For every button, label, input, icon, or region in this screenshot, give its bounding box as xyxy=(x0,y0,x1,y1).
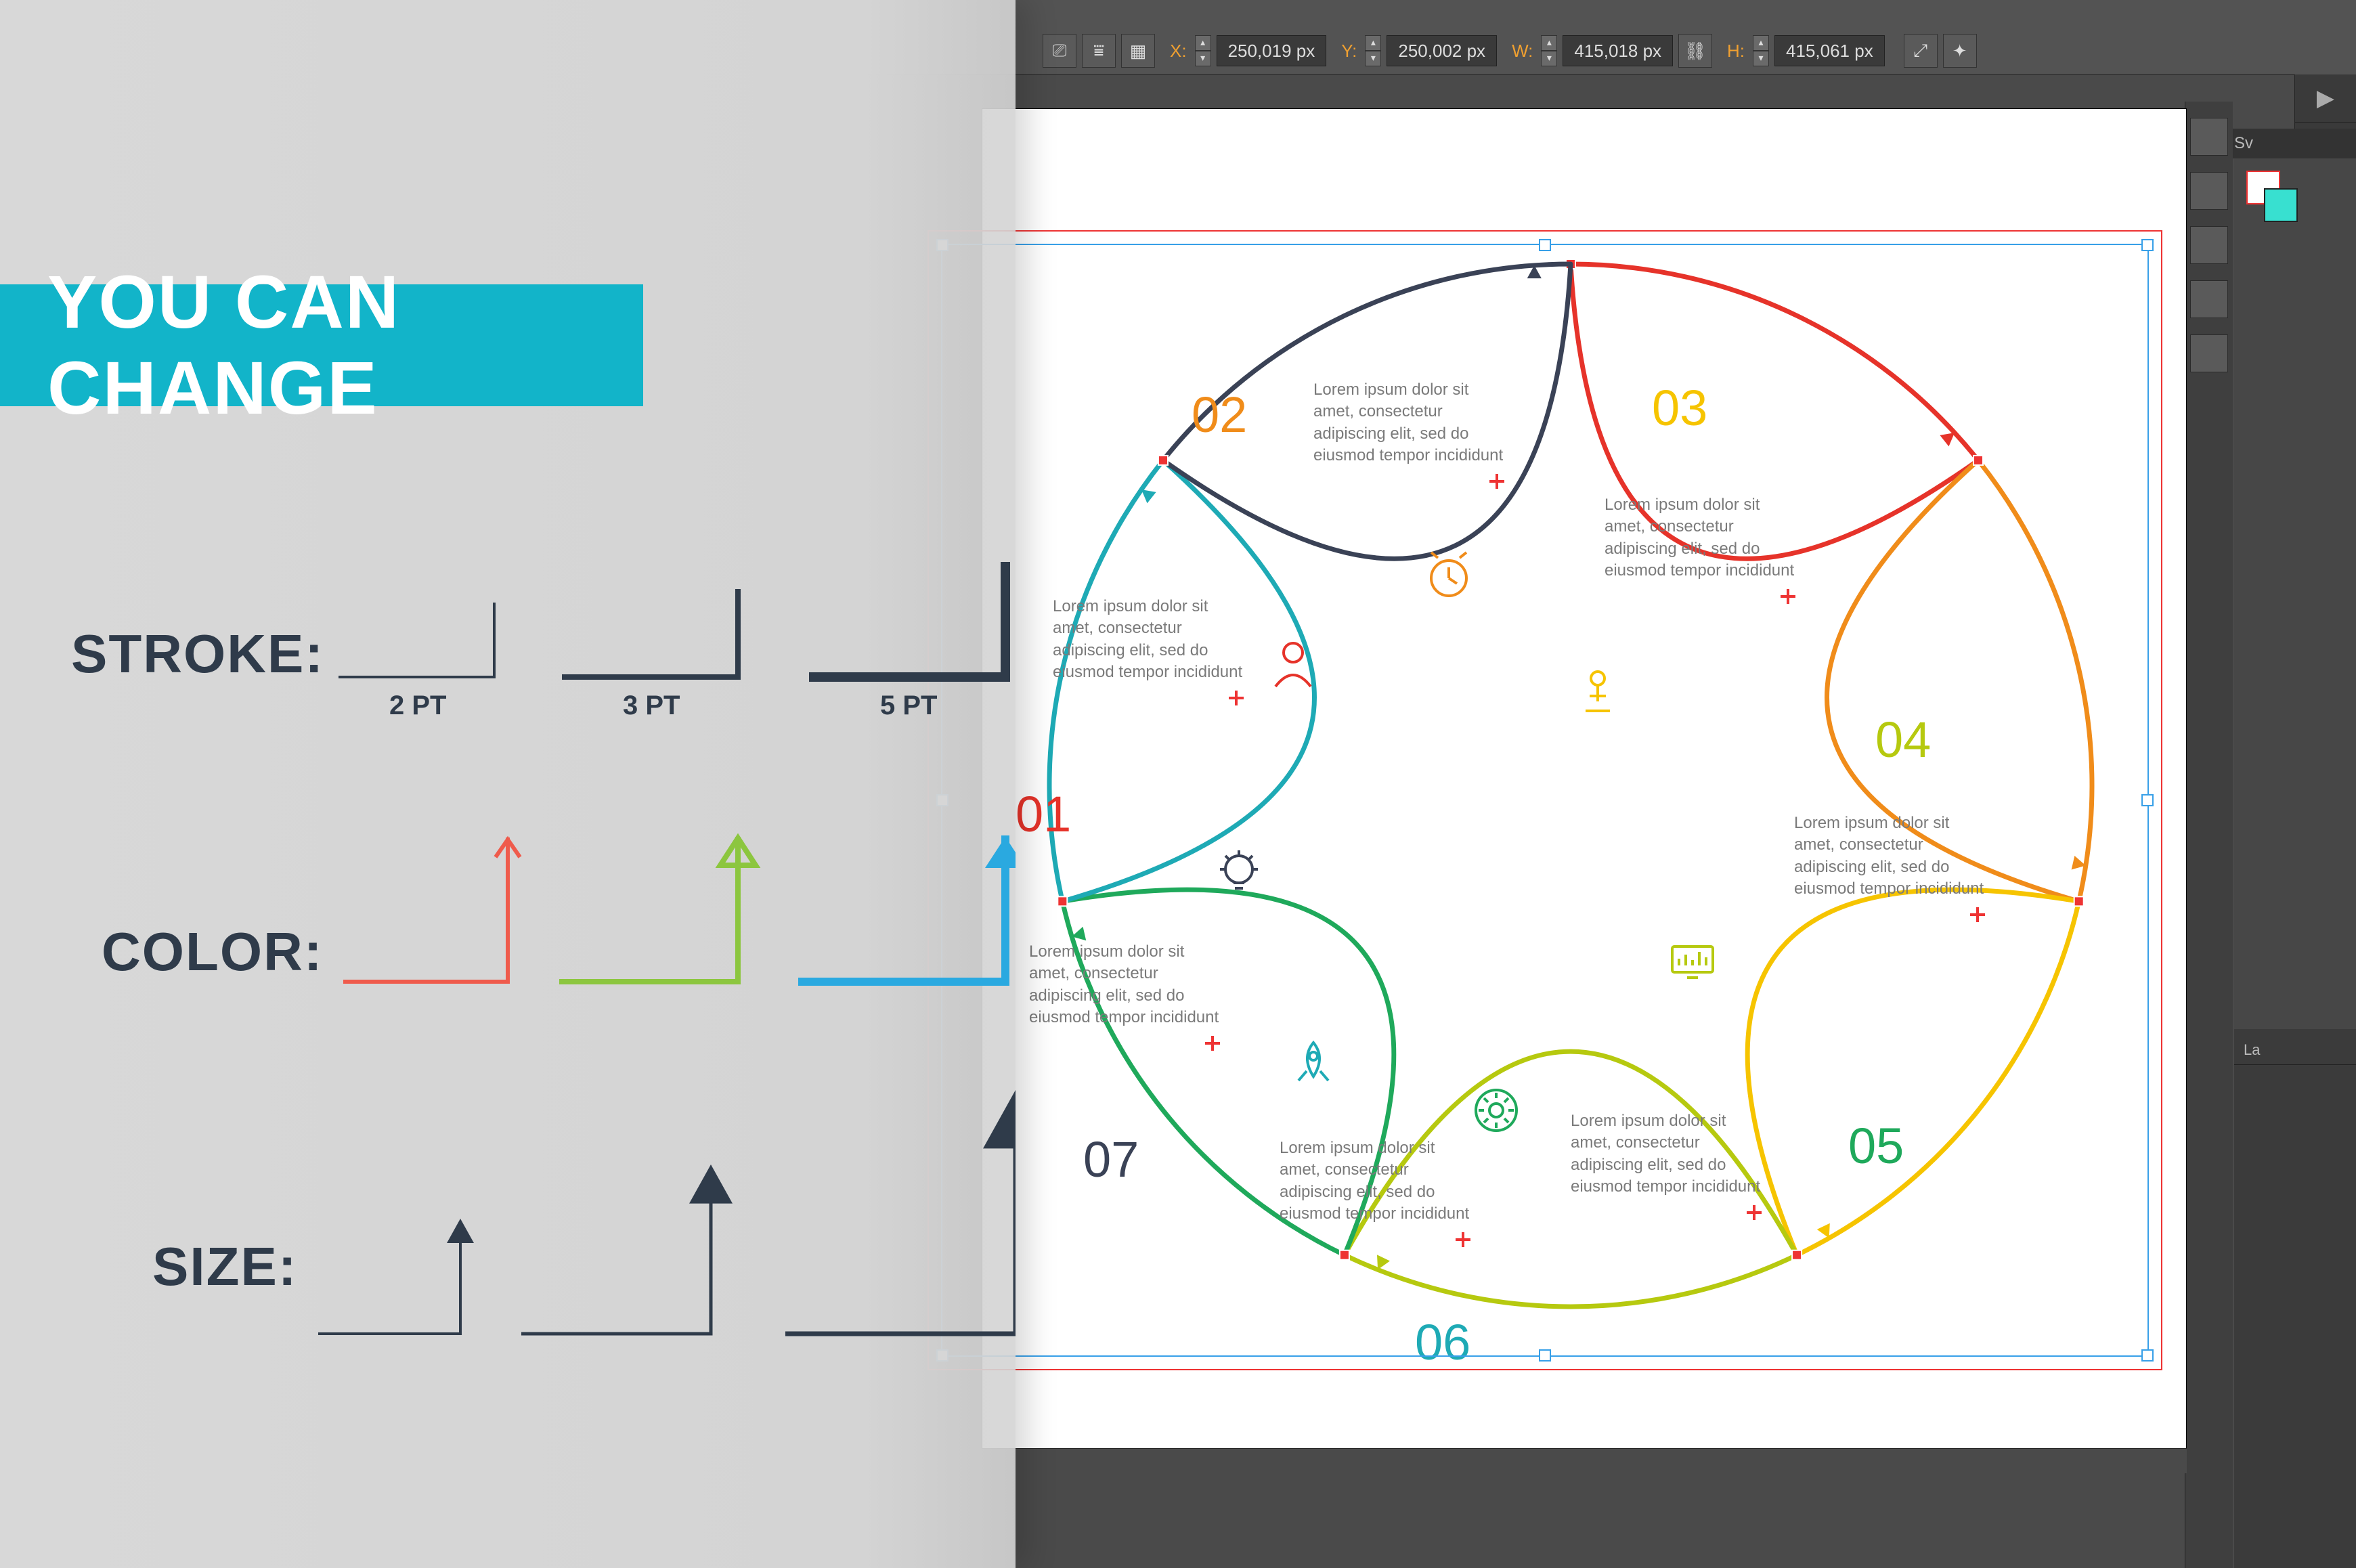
selection-handle[interactable] xyxy=(2141,794,2154,806)
ctl-extra-2[interactable]: ✦ xyxy=(1943,34,1977,68)
align-btn-2[interactable]: ⩸ xyxy=(1082,34,1116,68)
w-value: 415,018 px xyxy=(1574,41,1661,62)
selection-handle[interactable] xyxy=(1539,239,1551,251)
y-stepper[interactable]: ▴▾ xyxy=(1365,35,1381,66)
artboard-canvas[interactable]: 01Lorem ipsum dolor sit amet, consectetu… xyxy=(982,108,2187,1462)
promo-sample-arrows xyxy=(0,0,1016,1568)
swatches-tab[interactable]: Sv xyxy=(2223,129,2356,158)
x-stepper[interactable]: ▴▾ xyxy=(1195,35,1211,66)
size-sample-0 xyxy=(318,1219,474,1334)
h-value: 415,061 px xyxy=(1786,41,1873,62)
stroke-sample-caption-0: 2 PT xyxy=(389,691,446,721)
color-sample-2 xyxy=(802,837,1016,982)
y-field[interactable]: 250,002 px xyxy=(1387,35,1497,66)
selection-handle[interactable] xyxy=(2141,1349,2154,1362)
stroke-sample-0 xyxy=(339,603,494,677)
dock-color-icon[interactable] xyxy=(2190,118,2228,156)
panel-collapse-btn[interactable]: ▶ xyxy=(2295,74,2356,123)
layers-tab-label: La xyxy=(2244,1041,2260,1058)
color-sample-0 xyxy=(345,840,520,982)
swatches-tab-label: Sv xyxy=(2234,134,2253,153)
stroke-sample-caption-1: 3 PT xyxy=(623,691,680,721)
size-sample-1 xyxy=(521,1164,733,1334)
w-stepper[interactable]: ▴▾ xyxy=(1541,35,1557,66)
h-label: H: xyxy=(1727,41,1745,62)
promo-overlay: YOU CAN CHANGE STROKE: COLOR: SIZE: 2 PT… xyxy=(0,0,1016,1568)
selection-box[interactable] xyxy=(941,244,2149,1357)
horizontal-scrollbar[interactable] xyxy=(982,1448,2187,1473)
h-stepper[interactable]: ▴▾ xyxy=(1753,35,1769,66)
selection-handle[interactable] xyxy=(2141,239,2154,251)
align-btn-3[interactable]: ▦ xyxy=(1121,34,1155,68)
dock-appearance-icon[interactable] xyxy=(2190,226,2228,264)
dock-layers-icon[interactable] xyxy=(2190,334,2228,372)
stroke-sample-2 xyxy=(809,562,1005,677)
x-field[interactable]: 250,019 px xyxy=(1217,35,1327,66)
w-field[interactable]: 415,018 px xyxy=(1563,35,1673,66)
dock-stroke-icon[interactable] xyxy=(2190,172,2228,210)
stroke-swatch[interactable] xyxy=(2264,188,2298,222)
layers-tab[interactable]: La xyxy=(2234,1036,2356,1065)
h-field[interactable]: 415,061 px xyxy=(1774,35,1885,66)
selection-handle[interactable] xyxy=(1539,1349,1551,1362)
link-wh-btn[interactable]: ⛓ xyxy=(1678,34,1712,68)
x-value: 250,019 px xyxy=(1228,41,1315,62)
dock-strip xyxy=(2185,102,2233,1568)
stroke-sample-caption-2: 5 PT xyxy=(880,691,937,721)
ctl-extra-1[interactable]: ⤢ xyxy=(1904,34,1938,68)
w-label: W: xyxy=(1512,41,1533,62)
y-label: Y: xyxy=(1341,41,1357,62)
swatches-panel[interactable] xyxy=(2234,158,2356,1052)
layers-panel[interactable]: La xyxy=(2234,1029,2356,1568)
stroke-sample-1 xyxy=(562,589,738,677)
y-value: 250,002 px xyxy=(1398,41,1485,62)
dock-links-icon[interactable] xyxy=(2190,280,2228,318)
size-sample-2 xyxy=(785,1090,1016,1334)
align-btn-1[interactable]: ⎚ xyxy=(1043,34,1076,68)
x-label: X: xyxy=(1170,41,1187,62)
color-sample-1 xyxy=(562,838,756,982)
